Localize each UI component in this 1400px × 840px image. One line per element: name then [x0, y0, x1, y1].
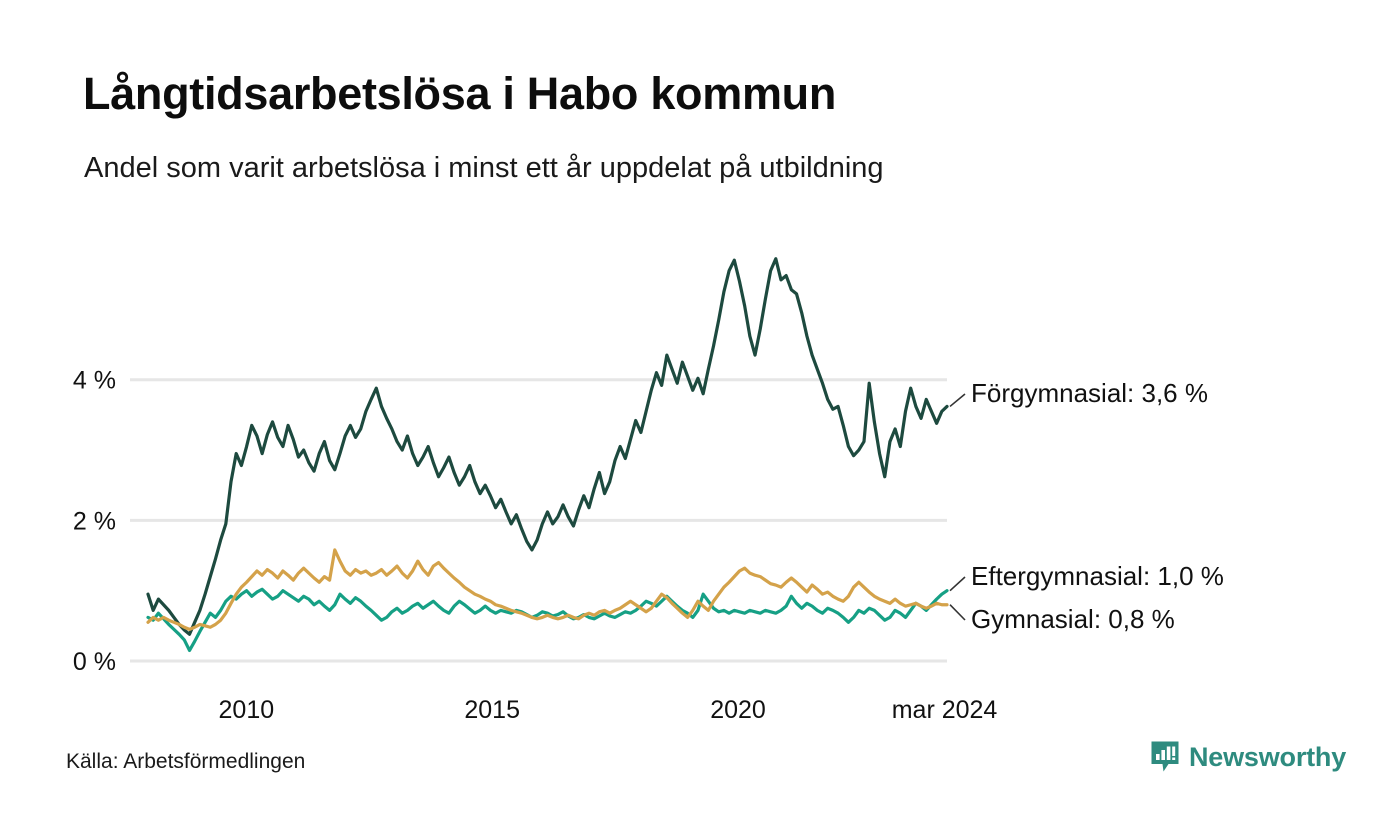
chart-subtitle: Andel som varit arbetslösa i minst ett å… [84, 152, 884, 184]
series-label-förgymnasial: Förgymnasial: 3,6 % [971, 378, 1208, 408]
series-leader-line [949, 393, 966, 408]
logo-wordmark: Newsworthy [1189, 741, 1347, 772]
y-axis-tick-label: 2 % [73, 507, 116, 535]
x-axis-tick-label: 2020 [710, 696, 766, 724]
series-label-eftergymnasial: Eftergymnasial: 1,0 % [971, 561, 1224, 591]
x-axis-tick-label: 2015 [464, 696, 520, 724]
y-axis-tick-label: 0 % [73, 648, 116, 676]
series-leader-line [949, 604, 966, 621]
newsworthy-logo: Newsworthy [1150, 740, 1346, 774]
series-label-gymnasial: Gymnasial: 0,8 % [971, 604, 1175, 634]
source-note: Källa: Arbetsförmedlingen [66, 750, 306, 773]
newsworthy-bar-chart-bubble-icon [1151, 741, 1179, 772]
x-axis-tick-label: mar 2024 [892, 696, 998, 724]
series-line-eftergymnasial [146, 587, 949, 653]
page-title: Långtidsarbetslösa i Habo kommun [83, 68, 837, 119]
y-axis-tick-label: 4 % [73, 367, 116, 395]
x-axis-tick-label: 2010 [219, 696, 275, 724]
series-leader-line [949, 576, 966, 592]
series-line-förgymnasial [146, 257, 949, 636]
series-line-gymnasial [146, 548, 949, 631]
